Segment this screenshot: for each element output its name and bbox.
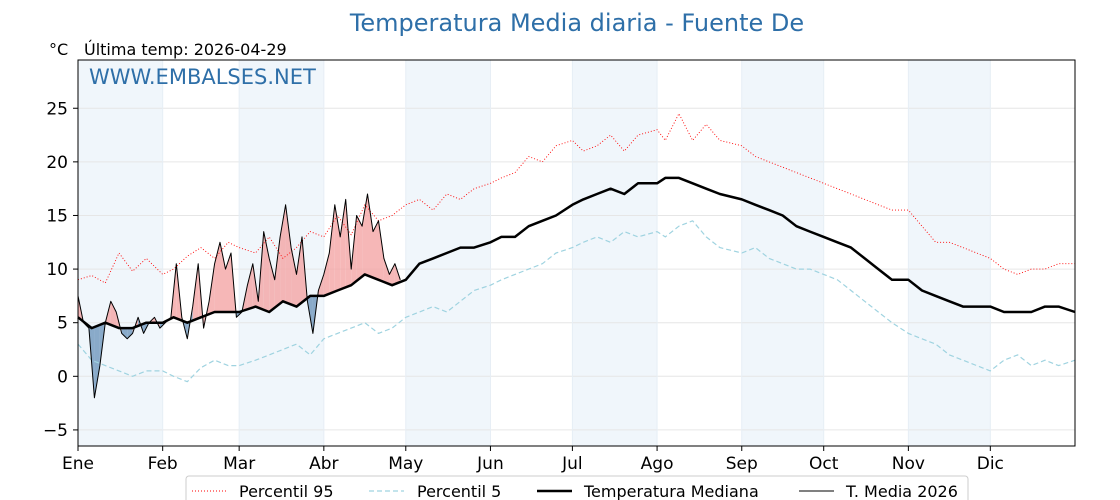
month-bands bbox=[78, 60, 991, 446]
y-tick-label: 25 bbox=[46, 99, 68, 119]
warm-anomaly-fill bbox=[389, 263, 395, 285]
y-tick-label: 15 bbox=[46, 206, 68, 226]
y-tick-label: 10 bbox=[46, 260, 68, 280]
cold-anomaly-fill bbox=[121, 328, 128, 339]
warm-anomaly-fill bbox=[356, 215, 363, 281]
warm-anomaly-fill bbox=[247, 263, 253, 310]
x-tick-label-sep: Sep bbox=[726, 454, 758, 474]
warm-anomaly-fill bbox=[334, 204, 341, 292]
series-line-2026 bbox=[77, 193, 401, 399]
y-tick-label: 20 bbox=[46, 153, 68, 173]
x-tick-label-abr: Abr bbox=[309, 454, 338, 474]
month-band-sep bbox=[741, 60, 824, 446]
warm-anomaly-fill bbox=[367, 194, 373, 278]
x-tick-label-dic: Dic bbox=[977, 454, 1004, 474]
month-band-jul bbox=[572, 60, 658, 446]
x-tick-label-mar: Mar bbox=[223, 454, 255, 474]
watermark: WWW.EMBALSES.NET bbox=[89, 65, 316, 89]
y-axis: −5 0 5 10 15 20 25 bbox=[43, 99, 78, 441]
series-lines bbox=[77, 113, 1076, 399]
legend-label-p95: Percentil 95 bbox=[239, 482, 334, 500]
legend-label-median: Temperatura Mediana bbox=[583, 482, 759, 500]
series-line-percentil-5 bbox=[77, 220, 1076, 383]
x-tick-label-jul: Jul bbox=[561, 454, 583, 474]
warm-anomaly-fill bbox=[373, 220, 379, 280]
cold-anomaly-fill bbox=[127, 328, 133, 339]
y-tick-label: 5 bbox=[57, 314, 68, 334]
x-tick-label-jun: Jun bbox=[476, 454, 504, 474]
unit-label: °C bbox=[49, 40, 68, 59]
x-tick-label-ene: Ene bbox=[62, 454, 94, 474]
legend-box bbox=[185, 475, 969, 500]
x-tick-label-nov: Nov bbox=[892, 454, 925, 474]
warm-anomaly-fill bbox=[269, 258, 275, 312]
legend-label-2026: T. Media 2026 bbox=[845, 482, 958, 500]
x-tick-label-ago: Ago bbox=[641, 454, 674, 474]
cold-anomaly-fill bbox=[94, 324, 100, 398]
chart-title: Temperatura Media diaria - Fuente De bbox=[349, 9, 804, 37]
warm-anomaly-fill bbox=[329, 204, 335, 294]
x-tick-label-feb: Feb bbox=[148, 454, 178, 474]
x-axis: Ene Feb Mar Abr May Jun Jul Ago Sep Oct Nov Dic bbox=[62, 446, 1004, 474]
legend-label-p5: Percentil 5 bbox=[417, 482, 501, 500]
x-tick-label-oct: Oct bbox=[809, 454, 839, 474]
month-band-nov bbox=[908, 60, 991, 446]
warm-anomaly-fill bbox=[323, 253, 330, 296]
warm-anomaly-fill bbox=[285, 204, 292, 305]
warm-anomaly-fill bbox=[362, 194, 368, 277]
warm-anomaly-fill bbox=[110, 301, 117, 327]
y-tick-label: −5 bbox=[43, 421, 68, 441]
warm-anomaly-fill bbox=[383, 258, 390, 285]
x-tick-label-may: May bbox=[388, 454, 423, 474]
warm-anomaly-fill bbox=[291, 247, 297, 307]
legend: Percentil 95 Percentil 5 Temperatura Med… bbox=[185, 475, 969, 500]
series-line-mediana bbox=[77, 176, 1076, 330]
warm-anomaly-fill bbox=[220, 242, 226, 312]
series-line-percentil-95 bbox=[77, 113, 1075, 284]
warm-anomaly-fill bbox=[340, 199, 346, 290]
warm-anomaly-fill bbox=[274, 236, 281, 308]
y-tick-label: 0 bbox=[57, 367, 68, 387]
last-temp-label: Última temp: 2026-04-29 bbox=[84, 40, 287, 59]
plot-frame bbox=[77, 59, 1076, 447]
warm-anomaly-fill bbox=[225, 253, 231, 312]
warm-anomaly-fill bbox=[296, 236, 302, 307]
warm-anomaly-fill bbox=[378, 220, 384, 282]
month-band-ene bbox=[78, 60, 163, 446]
